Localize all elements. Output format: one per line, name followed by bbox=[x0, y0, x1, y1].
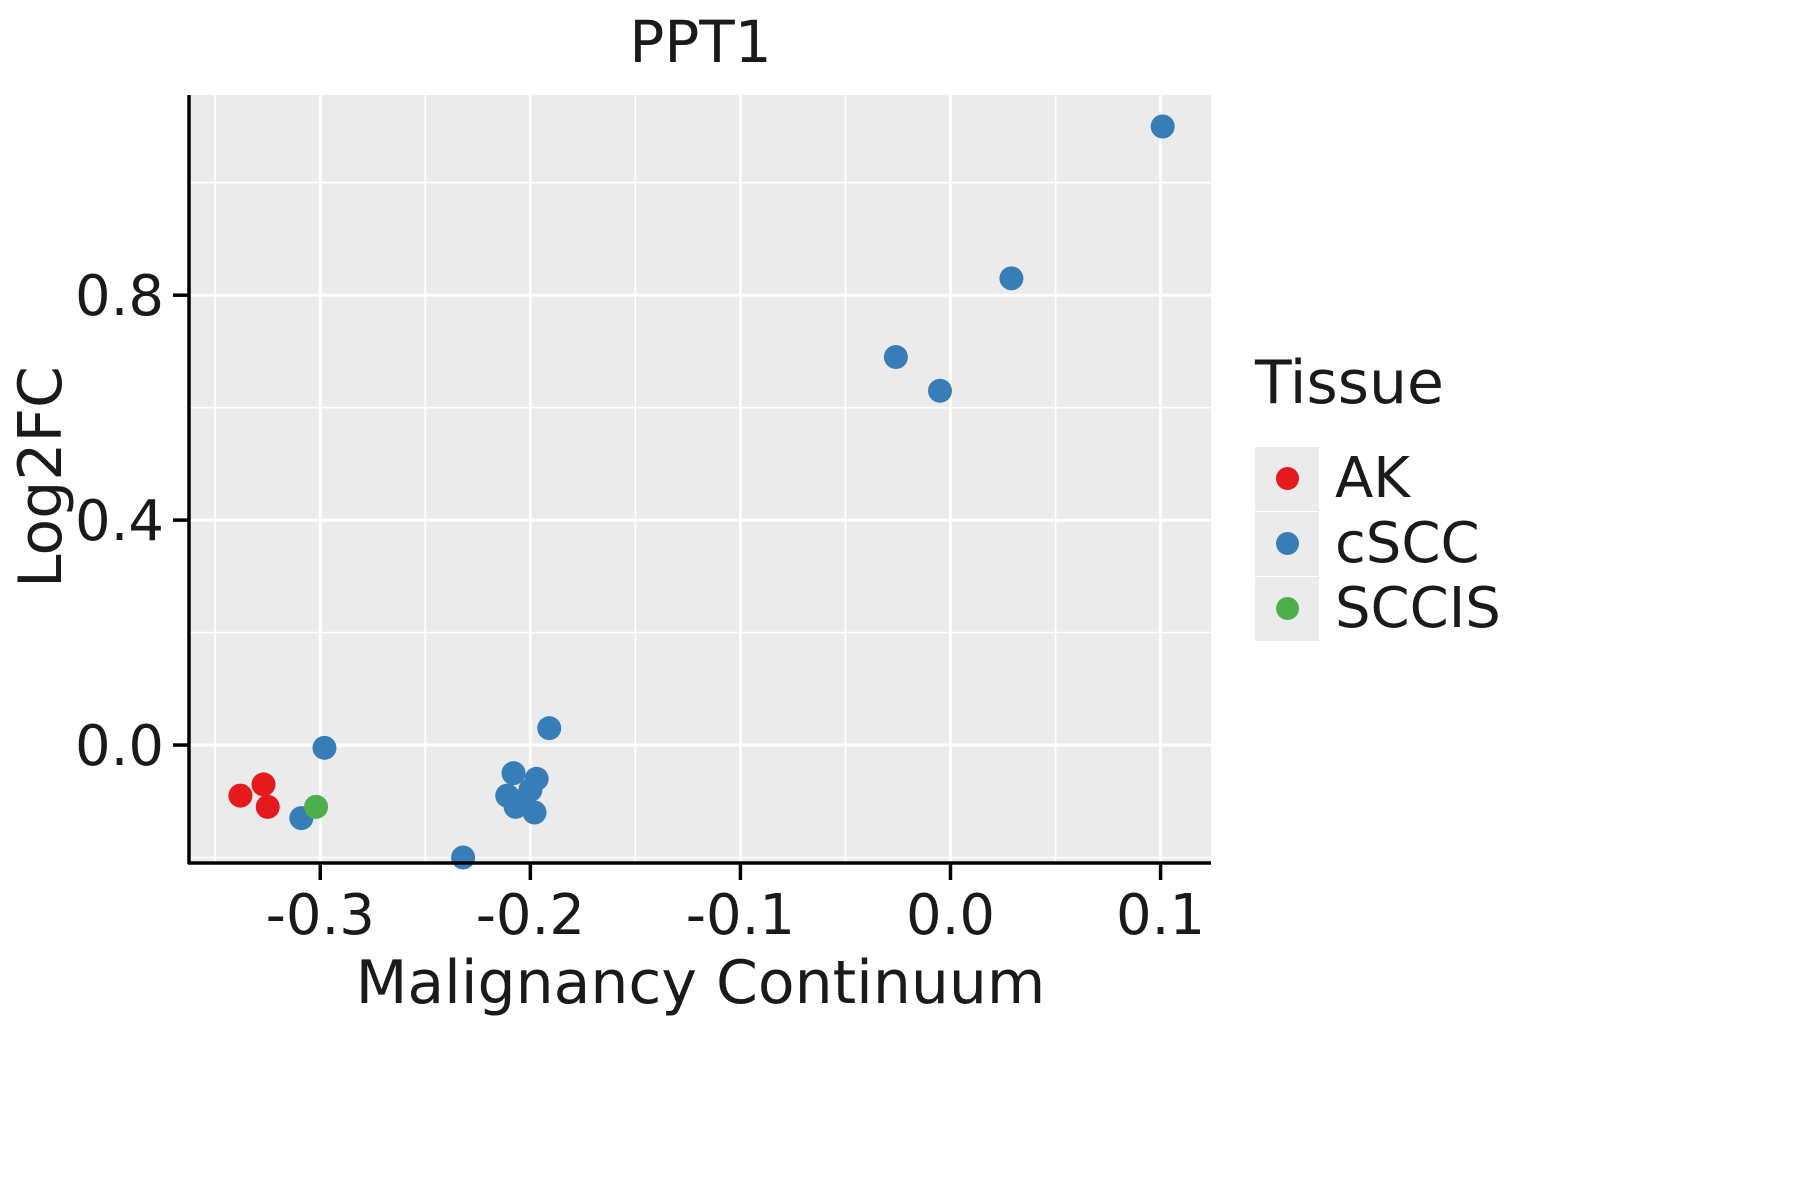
legend-title: Tissue bbox=[1255, 348, 1444, 418]
x-axis-label: Malignancy Continuum bbox=[355, 948, 1046, 1018]
data-point-cscc bbox=[501, 761, 526, 786]
data-point-cscc bbox=[537, 716, 562, 741]
data-point-ak bbox=[255, 794, 280, 819]
x-tick-label: 0.1 bbox=[1116, 883, 1205, 948]
data-point-cscc bbox=[503, 794, 528, 819]
legend: Tissue AK cSCC SCCIS bbox=[1255, 348, 1501, 641]
x-tick-label: -0.1 bbox=[686, 883, 795, 948]
legend-label-sccis: SCCIS bbox=[1335, 575, 1501, 641]
legend-label-ak: AK bbox=[1335, 445, 1411, 511]
legend-dot-cscc bbox=[1275, 532, 1299, 555]
data-point-sccis bbox=[304, 794, 329, 819]
chart-title: PPT1 bbox=[629, 8, 772, 76]
data-point-cscc bbox=[883, 345, 908, 370]
panel-background bbox=[190, 95, 1211, 862]
legend-dot-ak bbox=[1275, 467, 1299, 490]
data-point-cscc bbox=[999, 266, 1024, 291]
legend-item-cscc: cSCC bbox=[1255, 511, 1501, 576]
legend-key bbox=[1255, 446, 1319, 511]
legend-dot-sccis bbox=[1275, 597, 1299, 620]
data-point-cscc bbox=[1150, 114, 1175, 139]
data-point-cscc bbox=[451, 845, 476, 870]
data-point-cscc bbox=[522, 800, 547, 825]
legend-key bbox=[1255, 576, 1319, 641]
data-point-ak bbox=[251, 772, 276, 797]
y-tick-label: 0.4 bbox=[75, 489, 164, 554]
data-point-cscc bbox=[312, 735, 337, 760]
legend-key bbox=[1255, 511, 1319, 576]
legend-label-cscc: cSCC bbox=[1335, 510, 1480, 576]
x-tick-label: 0.0 bbox=[906, 883, 995, 948]
legend-item-sccis: SCCIS bbox=[1255, 576, 1501, 641]
x-tick-label: -0.2 bbox=[476, 883, 585, 948]
legend-item-ak: AK bbox=[1255, 446, 1501, 511]
x-tick-label: -0.3 bbox=[266, 883, 375, 948]
y-tick-label: 0.0 bbox=[75, 714, 164, 779]
y-tick-label: 0.8 bbox=[75, 264, 164, 329]
data-point-cscc bbox=[927, 378, 952, 403]
data-point-ak bbox=[228, 783, 253, 808]
